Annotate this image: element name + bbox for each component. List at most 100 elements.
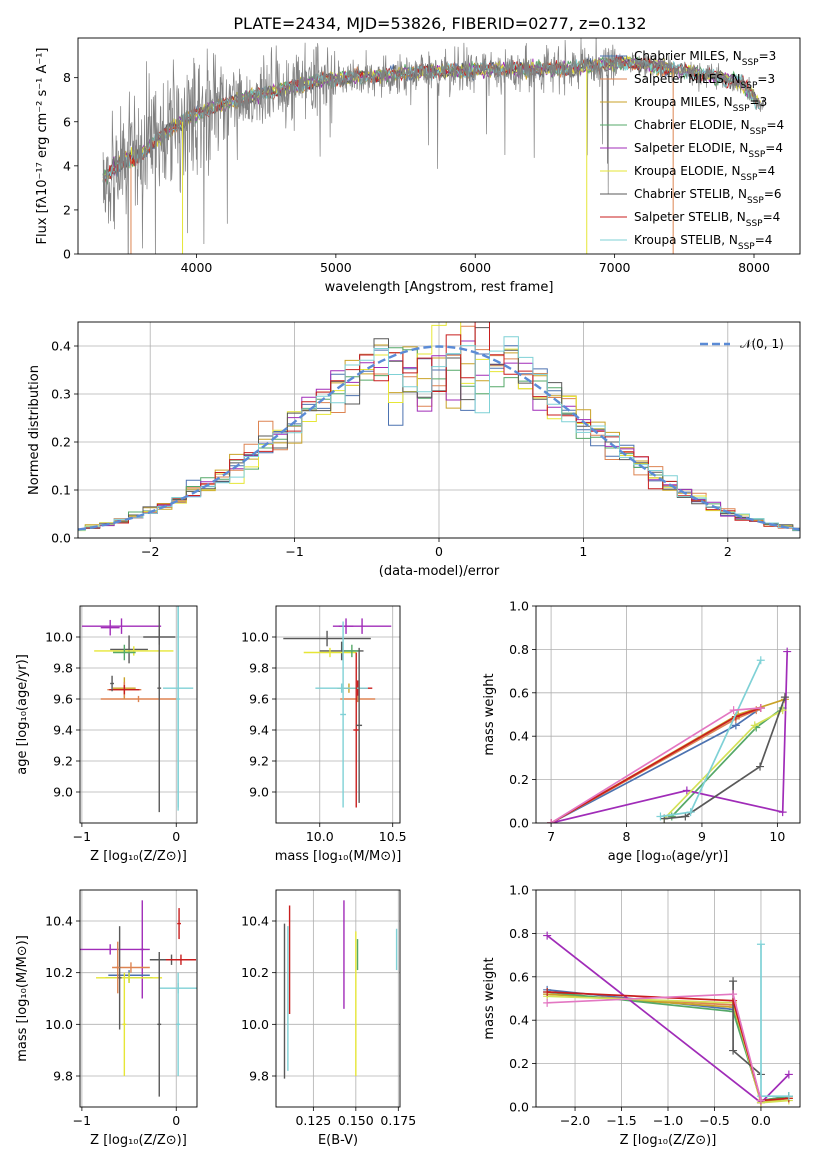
y-tick-label: 9.4 bbox=[53, 723, 73, 738]
axes-frame bbox=[79, 605, 198, 824]
x-tick-label: 0 bbox=[172, 829, 180, 844]
y-tick-label: 10.4 bbox=[45, 914, 73, 929]
x-tick-label: 0.125 bbox=[295, 1113, 331, 1128]
x-axis-label: E(B-V) bbox=[318, 1133, 358, 1148]
error-bar bbox=[177, 908, 181, 940]
axes-mass_vs_EBV: 0.125 0.150 0.175 9.8 10.0 10.2 10.4 E(B-V) bbox=[241, 889, 416, 1148]
error-bar bbox=[113, 644, 136, 661]
legend-entry: Salpeter STELIB, NSSP=4 bbox=[634, 210, 780, 229]
y-tick-label: 0.0 bbox=[51, 531, 71, 546]
y-tick-label: 1.0 bbox=[509, 883, 529, 898]
axes-frame bbox=[535, 605, 801, 824]
x-tick-label: 8000 bbox=[738, 260, 770, 275]
error-bar bbox=[100, 695, 177, 703]
weight-line bbox=[732, 981, 762, 1076]
y-axis-label: age [log₁₀(age/yr)] bbox=[15, 654, 30, 775]
weight-marker bbox=[756, 940, 765, 949]
legend-entry: Chabrier MILES, NSSP=3 bbox=[634, 49, 776, 68]
plot-area bbox=[547, 647, 792, 823]
weight-marker bbox=[729, 706, 738, 715]
grid bbox=[276, 890, 400, 1107]
x-tick-label: 4000 bbox=[181, 260, 213, 275]
y-tick-label: 0.8 bbox=[509, 926, 529, 941]
x-tick-label: 0.150 bbox=[338, 1113, 374, 1128]
axes-frame bbox=[77, 37, 801, 255]
error-bar bbox=[356, 647, 363, 803]
weight-marker bbox=[784, 1092, 793, 1101]
weight-line bbox=[550, 707, 762, 823]
axes-frame bbox=[275, 605, 401, 824]
histogram-step bbox=[78, 325, 800, 530]
plot-area bbox=[543, 931, 793, 1107]
axes-mass_vs_Z: −1 0 9.8 10.0 10.2 10.4 Z [log₁₀(Z/Z⊙)] mass [l… bbox=[15, 889, 198, 1148]
weight-marker bbox=[682, 786, 691, 795]
y-tick-label: 1.0 bbox=[509, 599, 529, 614]
axes-residuals: −2 −1 0 1 2 0.0 0.1 0.2 0.3 0.4 (data-model)/error… bbox=[27, 321, 801, 579]
grid bbox=[80, 606, 197, 823]
weight-marker bbox=[667, 812, 676, 821]
error-bar bbox=[100, 619, 120, 636]
y-tick-label: 9.8 bbox=[53, 1069, 73, 1084]
y-tick-label: 9.8 bbox=[53, 661, 73, 676]
y-tick-label: 10.2 bbox=[241, 965, 269, 980]
x-axis-label: Z [log₁₀(Z/Z⊙)] bbox=[620, 1133, 717, 1148]
y-tick-label: 10.0 bbox=[45, 630, 73, 645]
legend-entry: Kroupa MILES, NSSP=3 bbox=[634, 95, 767, 114]
weight-marker bbox=[729, 990, 738, 999]
y-tick-label: 4 bbox=[63, 158, 71, 173]
y-axis-label: Normed distribution bbox=[27, 365, 42, 495]
error-bar bbox=[81, 618, 162, 634]
weight-marker bbox=[729, 1046, 738, 1055]
y-tick-label: 10.0 bbox=[241, 630, 269, 645]
x-tick-label: 0 bbox=[172, 1113, 180, 1128]
axes-frame bbox=[77, 321, 801, 539]
legend: Chabrier MILES, NSSP=3 Salpeter MILES, NS… bbox=[600, 49, 784, 252]
x-tick-label: 10.5 bbox=[379, 829, 407, 844]
error-bar bbox=[110, 675, 114, 692]
y-axis-label: mass weight bbox=[482, 673, 497, 755]
weight-marker bbox=[783, 647, 792, 656]
plot-area bbox=[78, 322, 800, 532]
error-bar bbox=[176, 606, 181, 811]
weight-marker bbox=[756, 703, 765, 712]
y-tick-label: 0.2 bbox=[509, 772, 529, 787]
y-tick-label: 9.8 bbox=[249, 661, 269, 676]
plot-area bbox=[80, 900, 197, 1097]
x-tick-label: 10.0 bbox=[306, 829, 334, 844]
x-tick-label: 5000 bbox=[320, 260, 352, 275]
x-tick-label: 10 bbox=[769, 829, 785, 844]
legend-entry: Salpeter MILES, NSSP=3 bbox=[634, 72, 775, 91]
grid bbox=[536, 605, 800, 824]
y-tick-label: 9.2 bbox=[53, 754, 73, 769]
weight-marker bbox=[686, 808, 695, 817]
x-tick-label: −1.5 bbox=[606, 1113, 636, 1128]
error-bar bbox=[176, 972, 181, 1076]
x-axis-label: Z [log₁₀(Z/Z⊙)] bbox=[90, 849, 187, 864]
weight-marker bbox=[543, 998, 552, 1007]
y-tick-label: 10.0 bbox=[45, 1017, 73, 1032]
error-bar bbox=[115, 941, 120, 994]
y-tick-label: 10.4 bbox=[241, 914, 269, 929]
y-tick-label: 0.1 bbox=[51, 483, 71, 498]
grid bbox=[78, 322, 800, 539]
x-axis-label: (data-model)/error bbox=[379, 564, 500, 579]
y-axis-label: mass [log₁₀(M/M⊙)] bbox=[15, 935, 30, 1062]
error-bar bbox=[110, 635, 148, 664]
y-tick-label: 0.3 bbox=[51, 387, 71, 402]
weight-marker bbox=[750, 721, 759, 730]
plot-area bbox=[283, 618, 392, 808]
y-axis-label: mass weight bbox=[482, 957, 497, 1039]
axes-frame bbox=[79, 889, 198, 1108]
x-tick-label: 8 bbox=[623, 829, 631, 844]
y-tick-label: 0.6 bbox=[509, 969, 529, 984]
error-bar bbox=[338, 618, 354, 634]
weight-line bbox=[547, 993, 762, 1101]
y-tick-label: 9.0 bbox=[53, 785, 73, 800]
x-tick-label: 0.175 bbox=[380, 1113, 416, 1128]
error-bar bbox=[96, 972, 163, 983]
y-tick-label: 0.4 bbox=[509, 1013, 529, 1028]
error-bar bbox=[315, 683, 368, 693]
error-bar bbox=[157, 606, 162, 813]
x-tick-label: −1.0 bbox=[653, 1113, 683, 1128]
